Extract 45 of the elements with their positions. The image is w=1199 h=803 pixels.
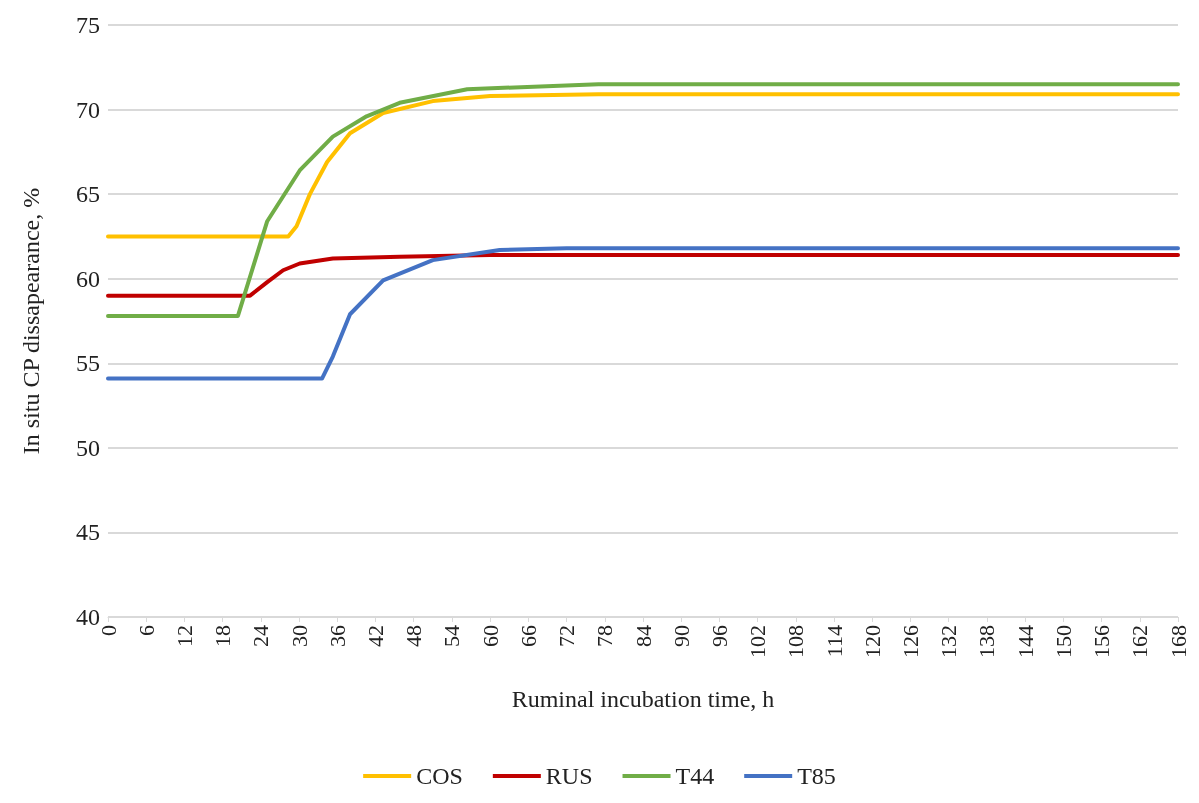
x-tick-label: 66 bbox=[515, 625, 541, 647]
x-tick-label: 102 bbox=[745, 625, 771, 658]
y-tick-label: 55 bbox=[76, 350, 100, 377]
y-tick-label: 65 bbox=[76, 181, 100, 208]
x-tick-label: 126 bbox=[898, 625, 923, 658]
x-tick-label: 90 bbox=[668, 625, 694, 647]
line-series bbox=[106, 253, 1180, 298]
x-tick-label: 120 bbox=[859, 625, 885, 658]
line-series bbox=[106, 92, 1180, 239]
x-tick-label: 150 bbox=[1050, 625, 1076, 658]
x-tick-label: 132 bbox=[936, 625, 962, 658]
x-tick-label: 144 bbox=[1012, 625, 1038, 658]
legend-label: RUS bbox=[545, 763, 593, 789]
y-tick-label: 70 bbox=[76, 96, 100, 123]
x-tick-label: 138 bbox=[974, 625, 1000, 658]
line-series bbox=[106, 246, 1180, 381]
legend-label: T85 bbox=[797, 763, 836, 789]
x-tick-label: 60 bbox=[477, 625, 503, 647]
y-tick-label: 75 bbox=[76, 12, 100, 38]
x-tick-label: 48 bbox=[401, 625, 427, 647]
x-tick-label: 18 bbox=[210, 625, 236, 647]
x-tick-label: 96 bbox=[706, 625, 732, 647]
x-tick-label: 36 bbox=[324, 625, 350, 647]
x-tick-label: 6 bbox=[133, 625, 159, 636]
x-tick-label: 12 bbox=[171, 625, 197, 647]
x-tick-label: 54 bbox=[439, 625, 465, 647]
line-series bbox=[106, 82, 1180, 318]
x-tick-label: 168 bbox=[1165, 625, 1191, 658]
x-tick-label: 84 bbox=[630, 625, 656, 647]
x-tick-label: 72 bbox=[554, 625, 580, 647]
x-axis-title: Ruminal incubation time, h bbox=[511, 686, 775, 712]
y-tick-label: 60 bbox=[76, 265, 100, 292]
x-tick-label: 108 bbox=[783, 625, 809, 658]
y-tick-label: 50 bbox=[76, 434, 100, 461]
x-tick-label: 162 bbox=[1127, 625, 1153, 658]
x-tick-label: 42 bbox=[363, 625, 388, 647]
legend-label: T44 bbox=[675, 763, 715, 789]
y-axis-title: In situ CP dissapearance, % bbox=[18, 187, 44, 455]
x-tick-label: 24 bbox=[248, 625, 274, 647]
x-tick-label: 30 bbox=[286, 625, 312, 647]
legend-label: COS bbox=[416, 763, 463, 789]
x-tick-label: 114 bbox=[821, 625, 847, 658]
x-tick-label: 78 bbox=[592, 625, 618, 647]
x-tick-label: 156 bbox=[1089, 625, 1115, 658]
y-tick-label: 45 bbox=[76, 519, 100, 546]
